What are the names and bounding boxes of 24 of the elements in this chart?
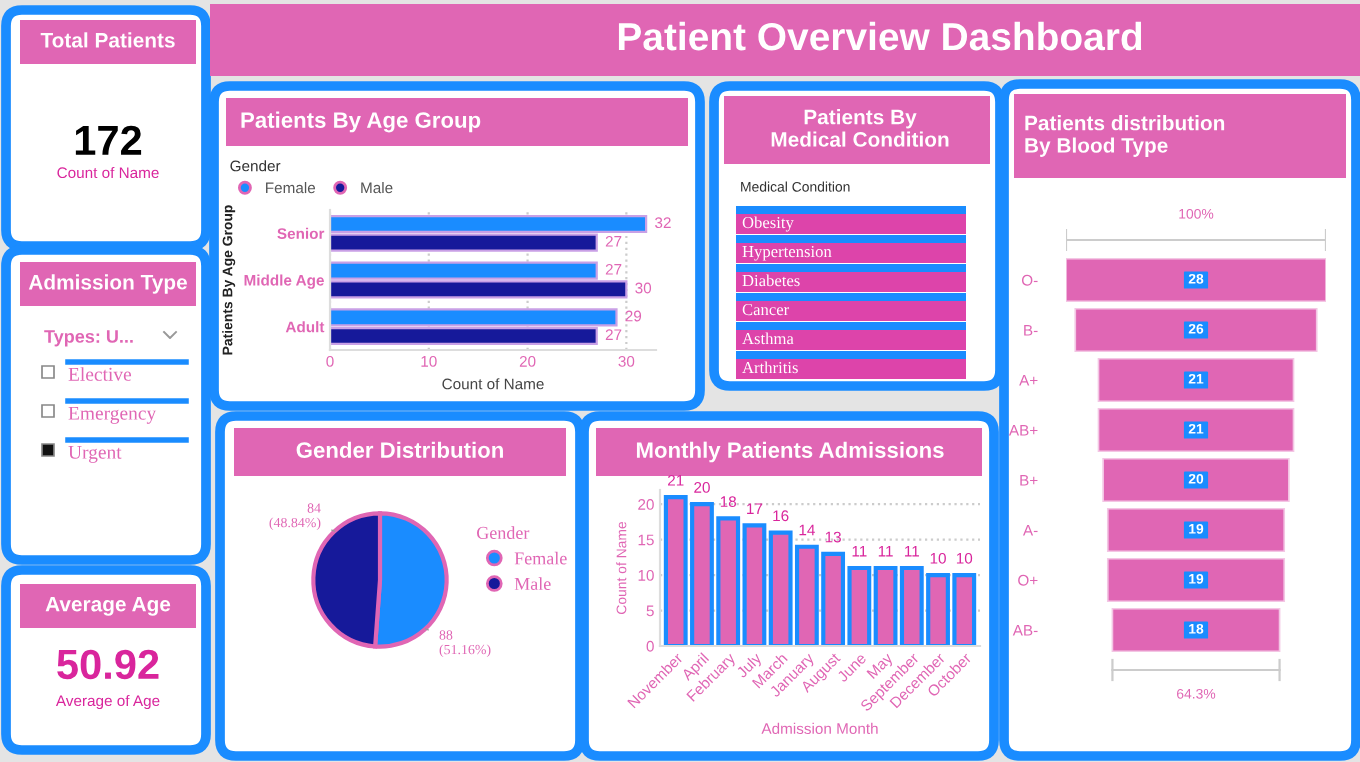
text: Patient Overview Dashboard	[618, 21, 1142, 51]
text: Patients By Medical Condition	[771, 109, 949, 147]
text: Cancer	[742, 303, 790, 316]
text: Hypertension	[742, 245, 832, 261]
text: 172	[75, 125, 142, 155]
chart-title: Monthly Patients Admissions	[636, 441, 944, 463]
legend-title: Gender	[476, 526, 530, 540]
text: Arthritis	[742, 361, 798, 374]
text: Urgent	[68, 445, 122, 463]
text: Patients distribution By Blood Type	[1025, 115, 1225, 157]
text: Emergency	[68, 406, 157, 424]
text: Types: U...	[44, 330, 133, 347]
text: Obesity	[742, 216, 794, 232]
legend-label: Male	[514, 577, 551, 591]
text: Asthma	[742, 332, 794, 345]
text: Total Patients	[40, 32, 175, 48]
legend-label: Female	[514, 551, 567, 565]
chart-title: Patients By Age Group	[241, 111, 481, 133]
text: Average Age	[45, 596, 171, 616]
text: Admission Type	[28, 274, 187, 294]
chart-title: Gender Distribution	[296, 441, 503, 458]
text: 50.92	[57, 649, 159, 680]
text: Diabetes	[742, 274, 800, 287]
text: Elective	[68, 367, 132, 381]
